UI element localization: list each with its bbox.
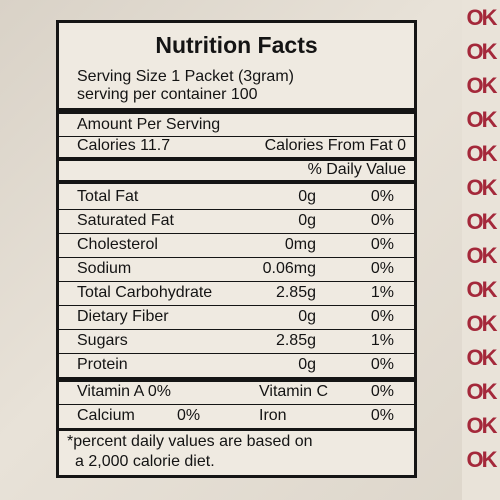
thick-divider bbox=[59, 108, 414, 114]
nutrient-daily-value: 0% bbox=[370, 236, 394, 253]
calories-from-fat: Calories From Fat 0 bbox=[264, 137, 406, 154]
nutrient-daily-value: 0% bbox=[370, 188, 394, 205]
row-divider bbox=[59, 257, 414, 258]
row-divider bbox=[59, 233, 414, 234]
nutrient-name: Sugars bbox=[77, 332, 128, 349]
amount-per-serving: Amount Per Serving bbox=[77, 116, 221, 133]
calories: Calories 11.7 bbox=[77, 137, 171, 154]
nutrient-daily-value: 1% bbox=[370, 284, 394, 301]
row-divider bbox=[59, 209, 414, 210]
nutrient-name: Total Fat bbox=[77, 188, 139, 205]
row-divider bbox=[59, 404, 414, 405]
nutrient-name: Dietary Fiber bbox=[77, 308, 169, 325]
calcium-name: Calcium bbox=[77, 407, 135, 424]
nutrient-name: Cholesterol bbox=[77, 236, 158, 253]
vitamin-a: Vitamin A 0% bbox=[77, 383, 171, 400]
pattern-glyph: OK bbox=[466, 413, 498, 438]
pattern-glyph: OK bbox=[466, 39, 498, 64]
vitamin-c-name: Vitamin C bbox=[259, 383, 329, 400]
iron-daily-value: 0% bbox=[370, 407, 394, 424]
nutrient-amount: 0.06mg bbox=[262, 260, 316, 277]
thick-divider bbox=[59, 377, 414, 382]
nutrient-daily-value: 1% bbox=[370, 332, 394, 349]
nutrition-facts-label: Nutrition Facts Serving Size 1 Packet (3… bbox=[56, 20, 417, 478]
nutrient-name: Total Carbohydrate bbox=[77, 284, 213, 301]
row-divider bbox=[59, 305, 414, 306]
nutrient-daily-value: 0% bbox=[370, 356, 394, 373]
pattern-glyph: OK bbox=[466, 5, 498, 30]
row-divider bbox=[59, 353, 414, 354]
pattern-glyph: OK bbox=[466, 73, 498, 98]
nutrient-amount: 0g bbox=[298, 356, 316, 373]
label-title: Nutrition Facts bbox=[155, 32, 318, 58]
nutrient-daily-value: 0% bbox=[370, 260, 394, 277]
iron-name: Iron bbox=[259, 407, 287, 424]
row-divider bbox=[59, 329, 414, 330]
nutrient-amount: 0g bbox=[298, 212, 316, 229]
pattern-glyph: OK bbox=[466, 379, 498, 404]
medium-divider bbox=[59, 157, 414, 161]
pattern-glyph: OK bbox=[466, 345, 498, 370]
pattern-glyph: OK bbox=[466, 141, 498, 166]
divider bbox=[59, 136, 414, 137]
calcium-daily-value: 0% bbox=[177, 407, 201, 424]
vitamin-c-daily-value: 0% bbox=[370, 383, 394, 400]
nutrient-amount: 0g bbox=[298, 308, 316, 325]
row-divider bbox=[59, 281, 414, 282]
pattern-glyph: OK bbox=[466, 447, 498, 472]
pattern-glyph: OK bbox=[466, 277, 498, 302]
pattern-glyph: OK bbox=[466, 209, 498, 234]
nutrient-name: Saturated Fat bbox=[77, 212, 174, 229]
servings-per-container: serving per container 100 bbox=[77, 86, 258, 103]
pattern-glyph: OK bbox=[466, 107, 498, 132]
nutrient-name: Sodium bbox=[77, 260, 132, 277]
serving-size: Serving Size 1 Packet (3gram) bbox=[77, 68, 294, 85]
nutrient-amount: 0mg bbox=[284, 236, 316, 253]
footnote-line-2: a 2,000 calorie diet. bbox=[75, 453, 215, 470]
medium-divider bbox=[59, 428, 414, 431]
pattern-glyph: OK bbox=[466, 311, 498, 336]
daily-value-header: % Daily Value bbox=[307, 161, 406, 178]
nutrient-amount: 0g bbox=[298, 188, 316, 205]
nutrient-daily-value: 0% bbox=[370, 308, 394, 325]
nutrient-name: Protein bbox=[77, 356, 128, 373]
pattern-glyph: OK bbox=[466, 243, 498, 268]
nutrient-daily-value: 0% bbox=[370, 212, 394, 229]
decorative-red-pattern: OK OK OK OK OK OK OK OK OK OK OK OK OK O… bbox=[462, 0, 500, 500]
footnote-line-1: *percent daily values are based on bbox=[67, 433, 313, 450]
nutrient-amount: 2.85g bbox=[275, 284, 316, 301]
medium-divider bbox=[59, 180, 414, 184]
pattern-glyph: OK bbox=[466, 175, 498, 200]
nutrient-amount: 2.85g bbox=[275, 332, 316, 349]
